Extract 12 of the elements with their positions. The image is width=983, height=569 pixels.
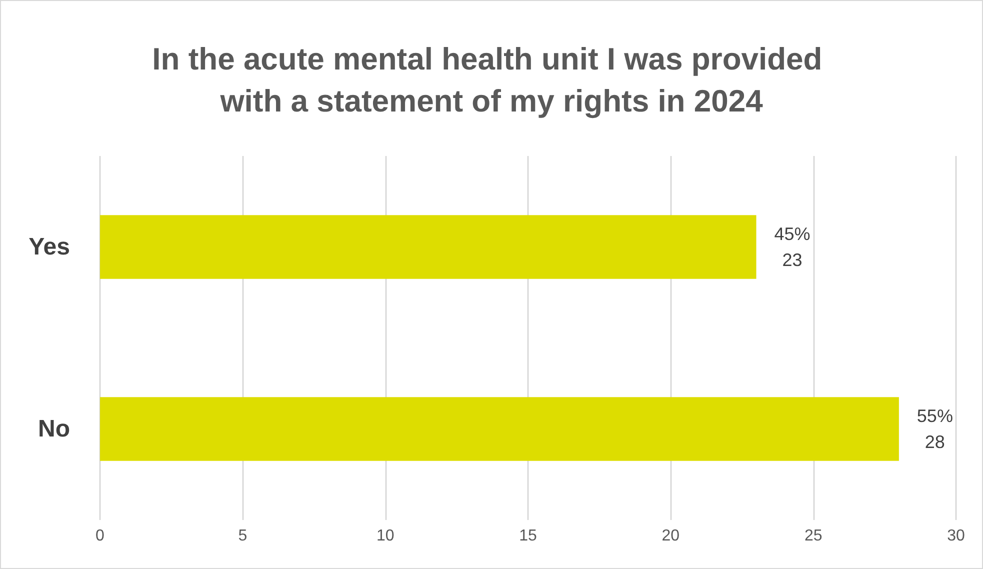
x-tick-label: 20 (662, 528, 680, 544)
x-tick-label: 5 (238, 528, 248, 544)
y-tick-label: Yes (28, 234, 70, 260)
x-tick-label: 25 (804, 528, 822, 544)
x-tick-label: 10 (376, 528, 394, 544)
data-label: 45% 23 (774, 224, 810, 270)
data-label: 55% 28 (916, 406, 953, 452)
chart-title: In the acute mental health unit I was provided with a statement of my rights in 2024 (152, 42, 831, 118)
y-tick-label: No (38, 416, 70, 442)
x-tick-label: 15 (519, 528, 537, 544)
x-tick-label: 30 (947, 528, 965, 544)
x-tick-label: 0 (96, 528, 105, 544)
